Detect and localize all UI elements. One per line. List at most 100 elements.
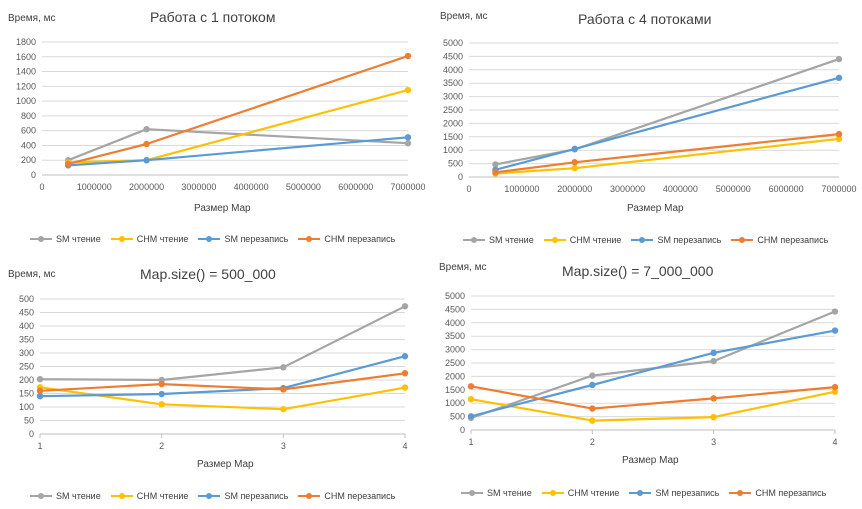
data-point bbox=[280, 364, 287, 371]
y-tick-label: 3000 bbox=[443, 92, 463, 102]
legend-swatch bbox=[629, 488, 652, 498]
legend-swatch bbox=[110, 234, 133, 244]
legend-label: SM перезапись bbox=[657, 235, 722, 245]
series-line bbox=[67, 128, 409, 162]
y-tick-label: 1000 bbox=[16, 96, 36, 106]
y-tick-label: 3000 bbox=[445, 345, 465, 355]
data-point bbox=[710, 413, 717, 421]
legend-swatch bbox=[543, 235, 566, 245]
series-line bbox=[495, 133, 840, 174]
y-tick-label: 2000 bbox=[445, 371, 465, 381]
chart-four-threads: Работа с 4 потоками Время, мс 0 500 1000 15… bbox=[431, 0, 862, 254]
data-point bbox=[404, 134, 412, 141]
legend-item: SM перезапись bbox=[629, 488, 719, 498]
x-axis-label: Размер Map bbox=[622, 455, 679, 466]
data-point bbox=[401, 384, 409, 391]
data-point bbox=[710, 395, 717, 402]
y-tick-label: 4000 bbox=[443, 65, 463, 75]
y-tick-label: 3500 bbox=[445, 331, 465, 341]
y-tick-label: 4500 bbox=[443, 51, 463, 61]
data-point bbox=[64, 160, 72, 168]
y-axis-label: Время, мс bbox=[440, 11, 488, 22]
legend-item: CHM чтение bbox=[543, 235, 621, 245]
x-tick-label: 4000000 bbox=[663, 184, 698, 194]
y-tick-label: 1600 bbox=[16, 52, 36, 62]
legend-label: CHM перезапись bbox=[755, 488, 827, 498]
data-point bbox=[158, 401, 165, 408]
x-tick-label: 4000000 bbox=[234, 182, 269, 192]
y-tick-label: 500 bbox=[448, 159, 463, 169]
legend-label: CHM перезапись bbox=[324, 234, 396, 244]
series-line bbox=[470, 329, 836, 418]
data-point bbox=[36, 387, 44, 394]
y-tick-label: 1800 bbox=[16, 37, 36, 47]
y-tick-label: 1500 bbox=[443, 132, 463, 142]
legend-label: SM перезапись bbox=[224, 491, 289, 501]
y-tick-label: 500 bbox=[450, 412, 465, 422]
data-point bbox=[280, 405, 287, 413]
x-tick-label: 2000000 bbox=[557, 184, 592, 194]
x-tick-label: 3 bbox=[711, 437, 716, 447]
y-tick-label: 200 bbox=[19, 375, 34, 385]
y-tick-label: 1000 bbox=[445, 398, 465, 408]
legend-swatch bbox=[463, 235, 485, 245]
legend-swatch bbox=[731, 235, 754, 245]
x-tick-label: 1000000 bbox=[504, 184, 539, 194]
data-point bbox=[835, 135, 843, 143]
y-axis-label: Время, мс bbox=[8, 13, 56, 24]
y-tick-label: 50 bbox=[24, 416, 34, 426]
data-point bbox=[158, 380, 165, 388]
x-tick-label: 5000000 bbox=[286, 182, 321, 192]
data-point bbox=[589, 405, 596, 412]
legend-swatch bbox=[631, 235, 654, 245]
legend-item: SM чтение bbox=[30, 491, 101, 501]
x-tick-label: 0 bbox=[39, 182, 44, 192]
x-axis-label: Размер Map bbox=[194, 203, 251, 214]
legend-swatch bbox=[30, 491, 52, 501]
legend-item: CHM перезапись bbox=[298, 491, 395, 501]
data-point bbox=[835, 74, 843, 82]
data-point bbox=[36, 375, 44, 383]
y-tick-label: 4000 bbox=[445, 318, 465, 328]
data-point bbox=[589, 381, 596, 389]
chart-title: Map.size() = 7_000_000 bbox=[562, 263, 714, 279]
y-tick-label: 1500 bbox=[445, 385, 465, 395]
series-line bbox=[470, 390, 836, 422]
legend-label: SM чтение bbox=[489, 235, 534, 245]
y-tick-label: 250 bbox=[19, 362, 34, 372]
legend-swatch bbox=[30, 234, 52, 244]
data-point bbox=[36, 393, 44, 400]
y-tick-label: 0 bbox=[29, 429, 34, 439]
x-tick-label: 6000000 bbox=[338, 182, 373, 192]
legend-item: SM перезапись bbox=[198, 234, 288, 244]
x-tick-label: 1000000 bbox=[77, 182, 112, 192]
y-tick-label: 4500 bbox=[445, 304, 465, 314]
legend-label: CHM перезапись bbox=[757, 235, 829, 245]
data-point bbox=[280, 386, 287, 393]
data-point bbox=[404, 86, 412, 94]
data-point bbox=[143, 140, 150, 148]
data-point bbox=[467, 395, 475, 403]
chart-size-500k: Map.size() = 500_000 Время, мс 0 50 100 150… bbox=[0, 254, 431, 509]
legend: SM чтение CHM чтение SM перезапись CHM пере… bbox=[30, 234, 405, 244]
plot: 0 500 1000 1500 2000 2500 3000 3500 4000 4500 5000… bbox=[443, 38, 857, 194]
data-point bbox=[492, 169, 499, 176]
y-tick-label: 0 bbox=[458, 172, 463, 182]
legend-label: SM чтение bbox=[487, 488, 532, 498]
legend-label: CHM чтение bbox=[136, 234, 189, 244]
data-point bbox=[835, 55, 843, 63]
data-point bbox=[571, 145, 578, 153]
y-tick-label: 1000 bbox=[443, 145, 463, 155]
y-tick-label: 1200 bbox=[16, 81, 36, 91]
legend-swatch bbox=[198, 234, 221, 244]
data-point bbox=[571, 159, 578, 166]
legend-item: SM перезапись bbox=[631, 235, 721, 245]
x-tick-label: 7000000 bbox=[390, 182, 425, 192]
data-point bbox=[467, 413, 475, 420]
data-point bbox=[589, 417, 596, 424]
legend-swatch bbox=[541, 488, 564, 498]
legend-label: SM перезапись bbox=[224, 234, 289, 244]
data-point bbox=[589, 372, 596, 379]
chart-single-thread: Работа с 1 потоком Время, мс 0 200 400 600 8… bbox=[0, 0, 431, 254]
data-point bbox=[401, 303, 409, 310]
